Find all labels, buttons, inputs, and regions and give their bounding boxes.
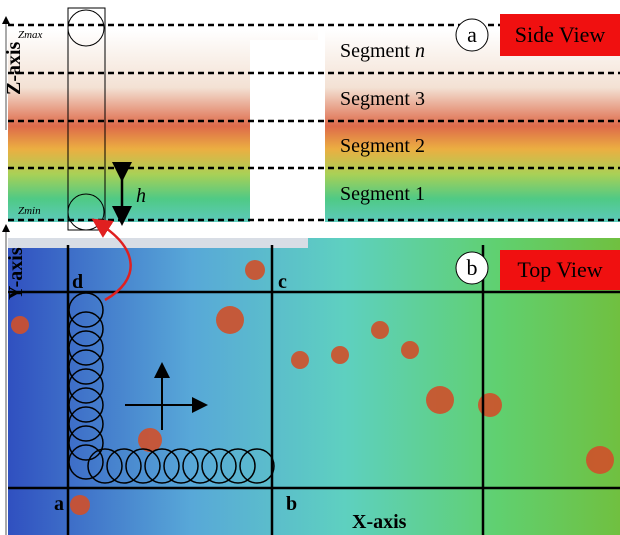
panel-title: Side View bbox=[515, 22, 606, 47]
corner-label: b bbox=[286, 493, 297, 515]
y-axis-label: Y-axis bbox=[5, 247, 27, 300]
page: {"side_view": {"panel_label": "a", "titl… bbox=[0, 0, 620, 535]
z-axis-label: Z-axis bbox=[3, 41, 25, 95]
panel-title: Top View bbox=[517, 257, 602, 282]
figure: Z-axis Zmax Zmin h Segment n Segment 3 S… bbox=[0, 0, 620, 535]
corner-label: d bbox=[72, 271, 83, 293]
gap bbox=[250, 40, 325, 225]
corner-label: c bbox=[278, 271, 287, 293]
segment-label: Segment n bbox=[340, 40, 425, 62]
x-axis-label: X-axis bbox=[352, 511, 407, 533]
zmax: Zmax bbox=[18, 29, 43, 41]
height-label: h bbox=[136, 185, 146, 207]
toolbar bbox=[8, 238, 308, 248]
segment-label: Segment 3 bbox=[340, 88, 425, 110]
corner-label: a bbox=[54, 493, 64, 515]
zmin: Zmin bbox=[18, 205, 41, 217]
panel-label: a bbox=[467, 22, 477, 47]
segment-label: Segment 1 bbox=[340, 183, 425, 205]
panel-label: b bbox=[467, 255, 478, 280]
segment-label: Segment 2 bbox=[340, 135, 425, 157]
